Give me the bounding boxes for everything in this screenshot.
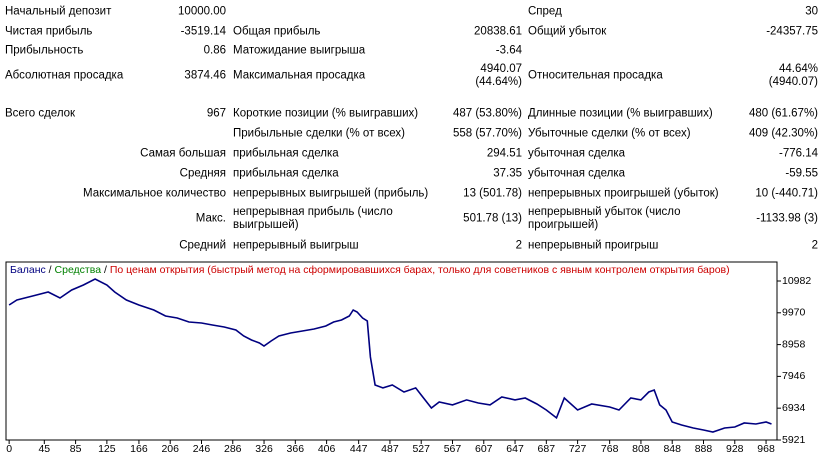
x-tick-label: 166: [130, 443, 148, 455]
stat-label: непрерывная прибыль (число выигрышей): [233, 206, 393, 231]
stat-value: 3874.46: [184, 69, 226, 82]
stat-value: -24357.75: [766, 25, 818, 38]
stat-value: 501.78 (13): [463, 212, 522, 225]
y-tick-label: 5921: [782, 434, 806, 446]
stat-value: 480 (61.67%): [748, 107, 818, 120]
stat-value: 10000.00: [178, 5, 226, 18]
stat-label: Относительная просадка: [528, 69, 663, 82]
stat-label: непрерывных выигрышей (прибыль): [233, 187, 429, 200]
stat-label: непрерывный выигрыш: [233, 239, 359, 252]
stat-value: 2: [515, 239, 522, 252]
y-tick-label: 8958: [782, 338, 806, 350]
stat-value: 294.51: [486, 147, 522, 160]
stat-value: 4940.07 (44.64%): [475, 63, 522, 88]
x-tick-label: 447: [350, 443, 368, 455]
x-tick-label: 727: [569, 443, 587, 455]
stat-value: 558 (57.70%): [452, 127, 522, 140]
legend: Баланс / Средства / По ценам открытия (б…: [10, 264, 730, 276]
stat-label: непрерывный убыток (число проигрышей): [528, 206, 681, 231]
x-tick-label: 768: [601, 443, 619, 455]
stat-label: убыточная сделка: [528, 147, 626, 160]
stat-label: Убыточные сделки (% от всех): [528, 127, 691, 140]
stat-label: Матожидание выигрыша: [233, 44, 366, 57]
legend-balance: Баланс: [10, 264, 46, 276]
y-tick-label: 10982: [782, 275, 811, 287]
y-tick-label: 6934: [782, 402, 806, 414]
stat-label: Чистая прибыль: [5, 25, 93, 38]
x-tick-label: 206: [161, 443, 179, 455]
y-tick-label: 9970: [782, 307, 806, 319]
stat-label: прибыльная сделка: [233, 167, 339, 180]
x-tick-label: 366: [287, 443, 305, 455]
stat-value: 0.86: [203, 44, 226, 57]
stat-value: 13 (501.78): [463, 187, 522, 200]
y-tick-label: 7946: [782, 370, 806, 382]
balance-line: [8, 278, 772, 433]
stat-value: 967: [206, 107, 226, 120]
legend-note: По ценам открытия (быстрый метод на сфор…: [110, 264, 730, 276]
stat-value: -59.55: [785, 167, 818, 180]
stat-value: 409 (42.30%): [748, 127, 818, 140]
plot-frame: [5, 261, 778, 441]
stat-label: Общий убыток: [528, 25, 607, 38]
stat-label: непрерывных проигрышей (убыток): [528, 187, 719, 200]
stat-value: 20838.61: [474, 25, 522, 38]
x-tick-label: 326: [255, 443, 273, 455]
stat-label: Максимальная просадка: [233, 69, 366, 82]
x-tick-label: 607: [475, 443, 493, 455]
legend-equity: Средства: [55, 264, 102, 276]
stat-value: 487 (53.80%): [452, 107, 522, 120]
stat-value: -3519.14: [180, 25, 226, 38]
stat-label: Короткие позиции (% выигравших): [233, 107, 419, 120]
stat-label: Общая прибыль: [233, 25, 321, 38]
x-tick-label: 647: [506, 443, 524, 455]
x-tick-label: 888: [695, 443, 713, 455]
x-tick-label: 125: [98, 443, 116, 455]
x-tick-label: 687: [538, 443, 556, 455]
x-tick-label: 527: [412, 443, 430, 455]
stat-label: Всего сделок: [5, 107, 76, 120]
stat-value: 10 (-440.71): [755, 187, 818, 200]
stat-group-label: Средняя: [179, 167, 226, 180]
stat-value: 37.35: [493, 167, 522, 180]
stat-group-label: Средний: [179, 239, 226, 252]
stat-label: Абсолютная просадка: [5, 69, 124, 82]
x-tick-label: 246: [193, 443, 211, 455]
stat-group-label: Самая большая: [140, 147, 226, 160]
stat-label: Спред: [528, 5, 562, 18]
stat-label: Длинные позиции (% выигравших): [528, 107, 713, 120]
x-tick-label: 567: [444, 443, 462, 455]
stat-label: непрерывный проигрыш: [528, 239, 659, 252]
x-tick-label: 406: [318, 443, 336, 455]
x-tick-label: 45: [38, 443, 50, 455]
stat-value: 2: [811, 239, 818, 252]
stat-value: -1133.98 (3): [756, 212, 818, 225]
stat-label: убыточная сделка: [528, 167, 626, 180]
stat-value: 30: [805, 5, 818, 18]
stat-group-label: Макс.: [195, 212, 226, 225]
stat-label: прибыльная сделка: [233, 147, 339, 160]
x-tick-label: 85: [70, 443, 82, 455]
x-tick-label: 848: [663, 443, 681, 455]
stat-label: Прибыльность: [5, 44, 84, 57]
stat-label: Прибыльные сделки (% от всех): [233, 127, 405, 140]
stat-label: Начальный депозит: [5, 5, 112, 18]
x-tick-label: 487: [381, 443, 399, 455]
x-tick-label: 808: [632, 443, 650, 455]
stat-value: -776.14: [778, 147, 818, 160]
x-tick-label: 286: [224, 443, 242, 455]
x-tick-label: 0: [6, 443, 12, 455]
stat-group-label: Максимальное количество: [83, 187, 226, 200]
x-tick-label: 928: [726, 443, 744, 455]
x-tick-label: 968: [757, 443, 775, 455]
stat-value: -3.64: [495, 44, 522, 57]
stat-value: 44.64% (4940.07): [768, 63, 818, 88]
